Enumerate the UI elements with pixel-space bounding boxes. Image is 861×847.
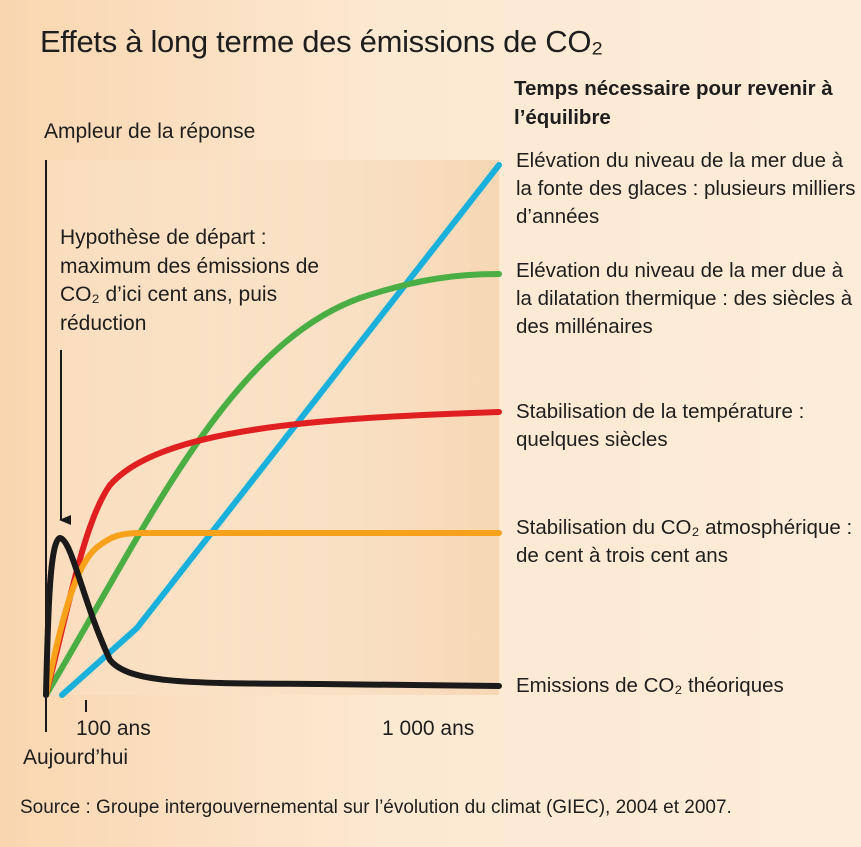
right-column-header: Temps nécessaire pour revenir à l’équili… — [514, 77, 833, 129]
legend-label-temperature: Stabilisation de la température : quelqu… — [516, 400, 805, 451]
x-tick-label-1000: 1 000 ans — [382, 717, 475, 740]
y-axis-label: Ampleur de la réponse — [44, 120, 256, 143]
chart-title: Effets à long terme des émissions de CO₂ — [40, 24, 603, 59]
x-tick-sublabel-today: Aujourd’hui — [23, 746, 129, 769]
legend-label-sea-thermal: Elévation du niveau de la mer due à la d… — [516, 259, 853, 338]
x-tick-label-100: 100 ans — [76, 717, 151, 740]
legend-label-emissions: Emissions de CO₂ théoriques — [516, 674, 784, 697]
series-sea-thermal-line — [43, 271, 502, 698]
hypothesis-annotation: Hypothèse de départ : maximum des émissi… — [60, 226, 320, 335]
source-note: Source : Groupe intergouvernemental sur … — [20, 797, 732, 818]
series-co2-line — [43, 530, 502, 698]
series-emissions-line — [43, 534, 502, 698]
legend-label-co2: Stabilisation du CO₂ atmosphérique : de … — [516, 516, 853, 567]
series-sea-ice-line — [59, 162, 502, 698]
legend-label-sea-ice: Elévation du niveau de la mer due à la f… — [516, 149, 856, 228]
